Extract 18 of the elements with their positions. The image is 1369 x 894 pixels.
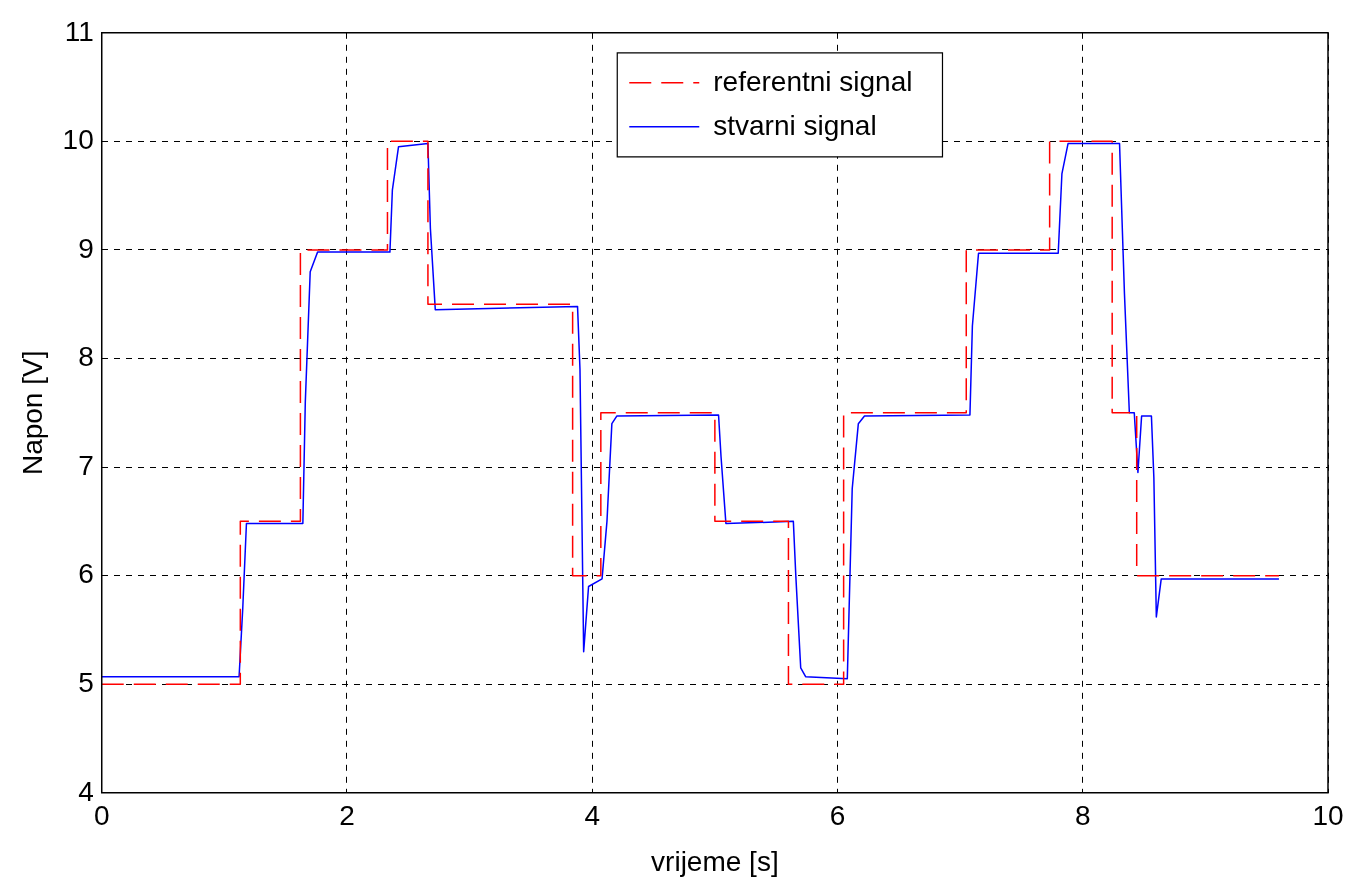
y-tick-label: 11 bbox=[64, 15, 94, 47]
x-tick-label: 10 bbox=[1312, 800, 1344, 832]
y-axis-title: Napon [V] bbox=[16, 350, 48, 476]
x-tick-label: 2 bbox=[339, 800, 355, 832]
x-axis-title: vrijeme [s] bbox=[651, 845, 779, 877]
x-tick-label: 8 bbox=[1074, 800, 1091, 832]
y-tick-label: 7 bbox=[78, 449, 94, 481]
legend-label: stvarni signal bbox=[713, 109, 877, 141]
y-tick-label: 8 bbox=[78, 341, 94, 373]
y-tick-label: 10 bbox=[62, 124, 94, 156]
y-tick-label: 5 bbox=[78, 666, 94, 698]
y-tick-label: 4 bbox=[78, 775, 94, 807]
x-tick-label: 4 bbox=[584, 800, 601, 832]
x-tick-label: 6 bbox=[829, 800, 846, 832]
y-tick-label: 6 bbox=[78, 558, 94, 590]
legend-label: referentni signal bbox=[713, 65, 913, 97]
y-tick-label: 9 bbox=[78, 232, 94, 264]
x-tick-label: 0 bbox=[93, 800, 110, 832]
